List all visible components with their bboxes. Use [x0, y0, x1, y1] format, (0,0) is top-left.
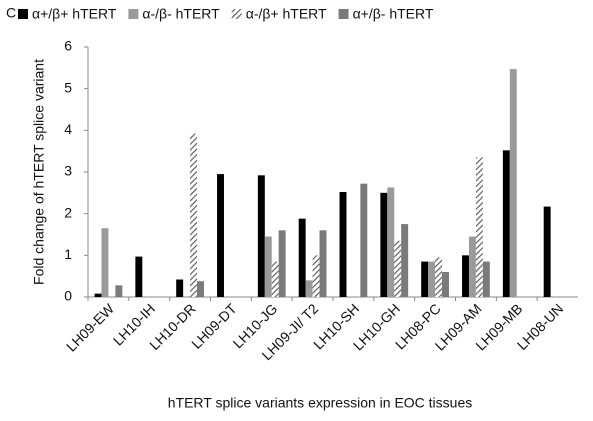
bar	[442, 272, 449, 297]
bar	[502, 150, 510, 297]
legend-swatch	[18, 9, 28, 19]
x-tick-label: LH09-DT	[188, 300, 240, 352]
y-tick-label: 5	[64, 79, 72, 95]
bar	[394, 240, 402, 297]
bar	[101, 228, 109, 297]
bar	[319, 230, 327, 297]
bar	[509, 69, 517, 297]
bar	[94, 293, 102, 297]
bar	[428, 261, 436, 297]
bar	[435, 257, 443, 297]
y-tick-label: 3	[64, 163, 72, 179]
y-tick-label: 4	[64, 121, 72, 137]
bar	[421, 261, 429, 297]
bar	[482, 261, 490, 297]
bar	[197, 281, 204, 297]
bar	[190, 133, 198, 297]
legend-swatch	[338, 9, 349, 19]
bar	[135, 256, 143, 297]
bar	[217, 174, 224, 297]
bar	[176, 279, 184, 297]
bar	[387, 187, 395, 297]
y-tick-label: 2	[64, 204, 72, 220]
bar	[264, 236, 272, 297]
bar	[360, 183, 368, 297]
bar	[462, 255, 469, 297]
legend-swatch	[128, 9, 139, 19]
panel-label: C	[6, 5, 16, 21]
bar	[115, 285, 123, 297]
bar	[298, 218, 306, 297]
bar	[257, 175, 265, 297]
legend-swatch	[231, 9, 242, 19]
legend-label: α-/β- hTERT	[142, 6, 220, 22]
bar	[543, 206, 551, 297]
legend-label: α+/β- hTERT	[353, 6, 434, 22]
bar	[468, 236, 476, 297]
y-tick-label: 0	[64, 288, 72, 304]
bar	[380, 192, 388, 297]
bar	[278, 230, 286, 297]
x-tick-label: LH09-EW	[63, 300, 118, 355]
legend-label: α-/β+ hTERT	[246, 6, 327, 22]
y-axis-title: Fold change of hTERT splice variant	[31, 59, 47, 285]
bar	[312, 255, 320, 297]
bar	[475, 157, 483, 297]
bar	[401, 224, 409, 297]
bar	[305, 280, 313, 297]
x-axis-title: hTERT splice variants expression in EOC …	[168, 395, 473, 411]
bar	[271, 261, 279, 297]
bar	[339, 192, 347, 297]
y-tick-label: 1	[64, 246, 72, 262]
legend-label: α+/β+ hTERT	[32, 6, 117, 22]
y-tick-label: 6	[64, 38, 72, 54]
